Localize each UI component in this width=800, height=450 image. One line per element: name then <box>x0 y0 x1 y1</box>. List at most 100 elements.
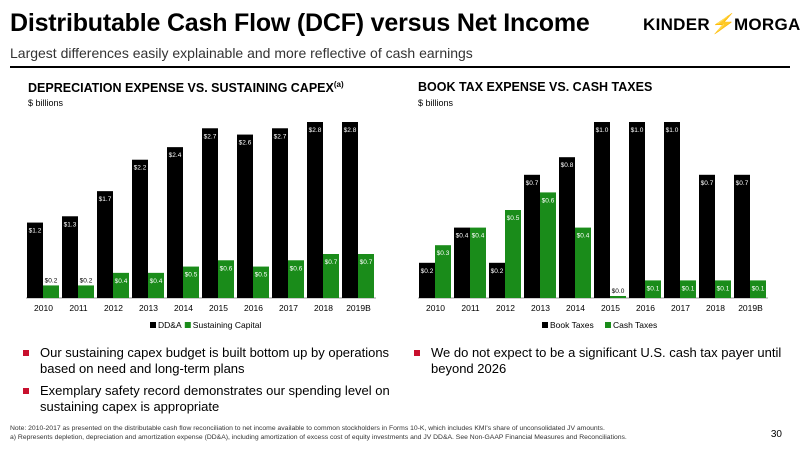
x-tick-label: 2016 <box>636 303 655 313</box>
bar-value-label: $0.5 <box>507 215 520 222</box>
x-tick-label: 2016 <box>244 303 263 313</box>
bar-value-label: $0.5 <box>185 272 198 279</box>
bullet-item: Exemplary safety record demonstrates our… <box>22 383 392 415</box>
x-tick-label: 2013 <box>139 303 158 313</box>
bar-value-label: $0.6 <box>290 265 303 272</box>
bar-value-label: $2.8 <box>309 127 322 134</box>
bar-series-1 <box>559 157 575 298</box>
bar-series-2 <box>218 260 234 298</box>
bar-value-label: $0.2 <box>80 277 93 284</box>
bar-value-label: $0.7 <box>701 180 714 187</box>
bar-series-2 <box>505 210 521 298</box>
bar-series-2 <box>253 266 269 298</box>
bar-value-label: $2.8 <box>344 127 357 134</box>
bar-value-label: $0.7 <box>325 259 338 266</box>
bar-series-2 <box>750 280 766 298</box>
bar-series-2 <box>680 280 696 298</box>
bar-series-1 <box>734 174 750 298</box>
bar-value-label: $0.4 <box>472 233 485 240</box>
bar-value-label: $0.6 <box>220 265 233 272</box>
legend-swatch <box>605 322 611 328</box>
bar-series-1 <box>419 262 435 298</box>
footnote: Note: 2010-2017 as presented on the dist… <box>10 424 750 442</box>
page-title: Distributable Cash Flow (DCF) versus Net… <box>10 9 590 37</box>
bar-series-2 <box>358 254 374 298</box>
bar-value-label: $0.1 <box>752 285 765 292</box>
logo-text-left: KINDER <box>643 15 710 34</box>
bar-value-label: $1.7 <box>99 196 112 203</box>
x-tick-label: 2011 <box>69 303 88 313</box>
bar-value-label: $0.4 <box>150 278 163 285</box>
bar-value-label: $0.7 <box>526 180 539 187</box>
bar-series-2 <box>78 285 94 298</box>
bar-value-label: $0.7 <box>360 259 373 266</box>
bar-value-label: $0.6 <box>542 197 555 204</box>
bar-series-2 <box>435 245 451 298</box>
bar-value-label: $0.1 <box>682 285 695 292</box>
bar-value-label: $2.7 <box>204 133 217 140</box>
bar-value-label: $0.4 <box>115 278 128 285</box>
bar-series-1 <box>342 122 358 298</box>
bar-value-label: $0.0 <box>612 288 625 295</box>
bar-value-label: $0.2 <box>491 268 504 275</box>
bar-value-label: $0.4 <box>456 233 469 240</box>
legend-swatch <box>184 322 191 328</box>
footnote-a: a) Represents depletion, depreciation an… <box>10 434 627 441</box>
right-panel-title: BOOK TAX EXPENSE VS. CASH TAXES <box>418 80 653 94</box>
x-tick-label: 2014 <box>566 303 585 313</box>
bullet-item: We do not expect to be a significant U.S… <box>413 345 783 377</box>
bar-value-label: $0.3 <box>437 250 450 257</box>
bar-series-1 <box>272 128 288 298</box>
bar-series-1 <box>167 147 183 298</box>
legend-swatch <box>542 322 548 328</box>
bar-value-label: $2.4 <box>169 152 182 159</box>
bar-value-label: $2.7 <box>274 133 287 140</box>
dda-vs-capex-chart: $1.2 $0.2 2010 $1.3 $0.2 2011 $1.7 $0.4 2012 $2.2… <box>26 122 376 330</box>
x-tick-label: 2010 <box>34 303 53 313</box>
bar-value-label: $1.0 <box>596 127 609 134</box>
right-bullet-list: We do not expect to be a significant U.S… <box>413 345 783 383</box>
x-tick-label: 2010 <box>426 303 445 313</box>
bar-series-1 <box>237 134 253 298</box>
legend-label: Book Taxes <box>550 320 594 330</box>
kinder-morgan-logo: KINDER⚡MORGAN <box>643 12 800 36</box>
left-panel-title: DEPRECIATION EXPENSE VS. SUSTAINING CAPE… <box>28 80 344 95</box>
right-units-label: $ billions <box>418 98 454 108</box>
page-subtitle: Largest differences easily explainable a… <box>10 45 473 61</box>
bar-series-2 <box>575 227 591 298</box>
legend-label: Sustaining Capital <box>193 320 262 330</box>
bar-series-2 <box>470 227 486 298</box>
left-units-label: $ billions <box>28 98 64 108</box>
legend-label: Cash Taxes <box>613 320 657 330</box>
header-divider <box>10 66 790 68</box>
bar-value-label: $0.2 <box>45 277 58 284</box>
bar-series-1 <box>202 128 218 298</box>
footnote-note: Note: 2010-2017 as presented on the dist… <box>10 425 605 432</box>
bar-value-label: $0.5 <box>255 272 268 279</box>
bar-series-2 <box>715 280 731 298</box>
bar-series-2 <box>43 285 59 298</box>
x-tick-label: 2017 <box>279 303 298 313</box>
bar-series-1 <box>454 227 470 298</box>
x-tick-label: 2018 <box>314 303 333 313</box>
bar-series-1 <box>594 122 610 298</box>
x-tick-label: 2015 <box>601 303 620 313</box>
logo-bolt-icon: ⚡ <box>709 14 734 35</box>
bar-series-2 <box>323 254 339 298</box>
logo-text-right: MORGAN <box>733 15 800 34</box>
bar-series-2 <box>288 260 304 298</box>
bar-series-1 <box>489 262 505 298</box>
left-panel-title-text: DEPRECIATION EXPENSE VS. SUSTAINING CAPE… <box>28 81 334 96</box>
bar-series-1 <box>524 174 540 298</box>
bar-value-label: $2.2 <box>134 165 147 172</box>
bar-value-label: $1.2 <box>29 228 42 235</box>
bar-value-label: $1.3 <box>64 221 77 228</box>
bar-value-label: $0.1 <box>647 285 660 292</box>
left-panel-title-sup: (a) <box>333 80 344 89</box>
x-tick-label: 2018 <box>706 303 725 313</box>
x-tick-label: 2014 <box>174 303 193 313</box>
bar-series-1 <box>629 122 645 298</box>
x-tick-label: 2019B <box>738 303 763 313</box>
bar-value-label: $1.0 <box>631 127 644 134</box>
bar-value-label: $0.8 <box>561 162 574 169</box>
